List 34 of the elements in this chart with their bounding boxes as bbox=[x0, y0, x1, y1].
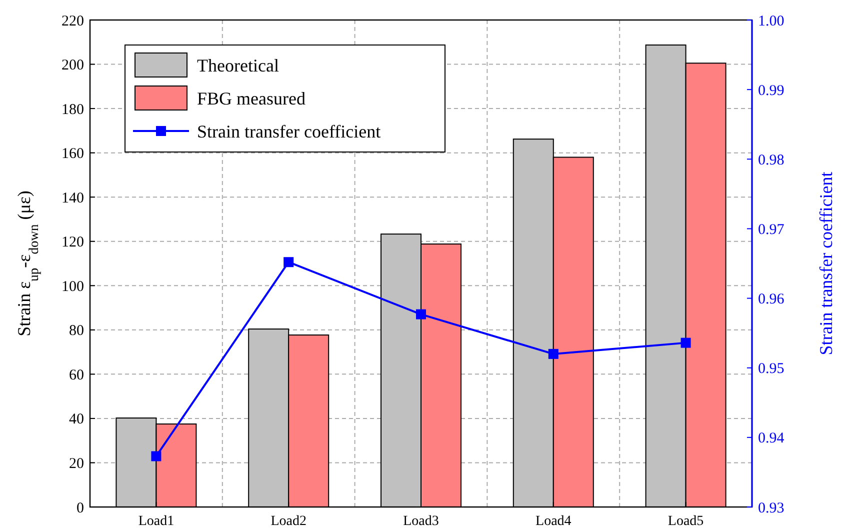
point bbox=[416, 309, 426, 320]
y2-axis-title: Strain transfer coefficient bbox=[816, 172, 836, 356]
y-tick-label: 60 bbox=[69, 367, 84, 384]
point bbox=[284, 257, 294, 268]
point bbox=[151, 451, 162, 462]
y-tick-label: 120 bbox=[62, 234, 84, 251]
x-tick-label: Load5 bbox=[668, 514, 704, 529]
y2-tick-label: 0.94 bbox=[758, 430, 785, 447]
y2-tick-label: 0.97 bbox=[758, 222, 785, 238]
y-tick-label: 160 bbox=[62, 146, 84, 162]
legend-label: FBG measured bbox=[197, 88, 306, 108]
y2-tick-label: 0.96 bbox=[758, 292, 785, 308]
y-tick-label: 20 bbox=[69, 456, 84, 472]
y2-tick-label: 0.98 bbox=[758, 152, 784, 168]
y-tick-label: 180 bbox=[62, 102, 84, 118]
y-tick-label: 0 bbox=[76, 500, 84, 516]
point bbox=[548, 348, 558, 359]
y-tick-label: 80 bbox=[69, 323, 84, 340]
x-tick-label: Load3 bbox=[403, 514, 439, 529]
legend-label: Strain transfer coefficient bbox=[197, 121, 381, 142]
point bbox=[680, 338, 691, 348]
y-tick-label: 140 bbox=[62, 190, 84, 206]
y2-tick-label: 0.95 bbox=[758, 361, 784, 378]
y-tick-label: 100 bbox=[62, 278, 84, 295]
x-tick-label: Load4 bbox=[536, 514, 572, 529]
x-tick-label: Load1 bbox=[138, 514, 174, 529]
legend-label: Theoretical bbox=[197, 55, 279, 76]
y2-tick-label: 0.99 bbox=[758, 82, 784, 99]
x-tick-label: Load2 bbox=[270, 514, 306, 529]
y-tick-label: 200 bbox=[62, 58, 84, 74]
y-tick-label: 40 bbox=[69, 412, 84, 428]
y2-tick-label: 1.00 bbox=[758, 13, 784, 30]
y-tick-label: 220 bbox=[62, 13, 84, 30]
y2-tick-label: 0.93 bbox=[758, 500, 784, 516]
